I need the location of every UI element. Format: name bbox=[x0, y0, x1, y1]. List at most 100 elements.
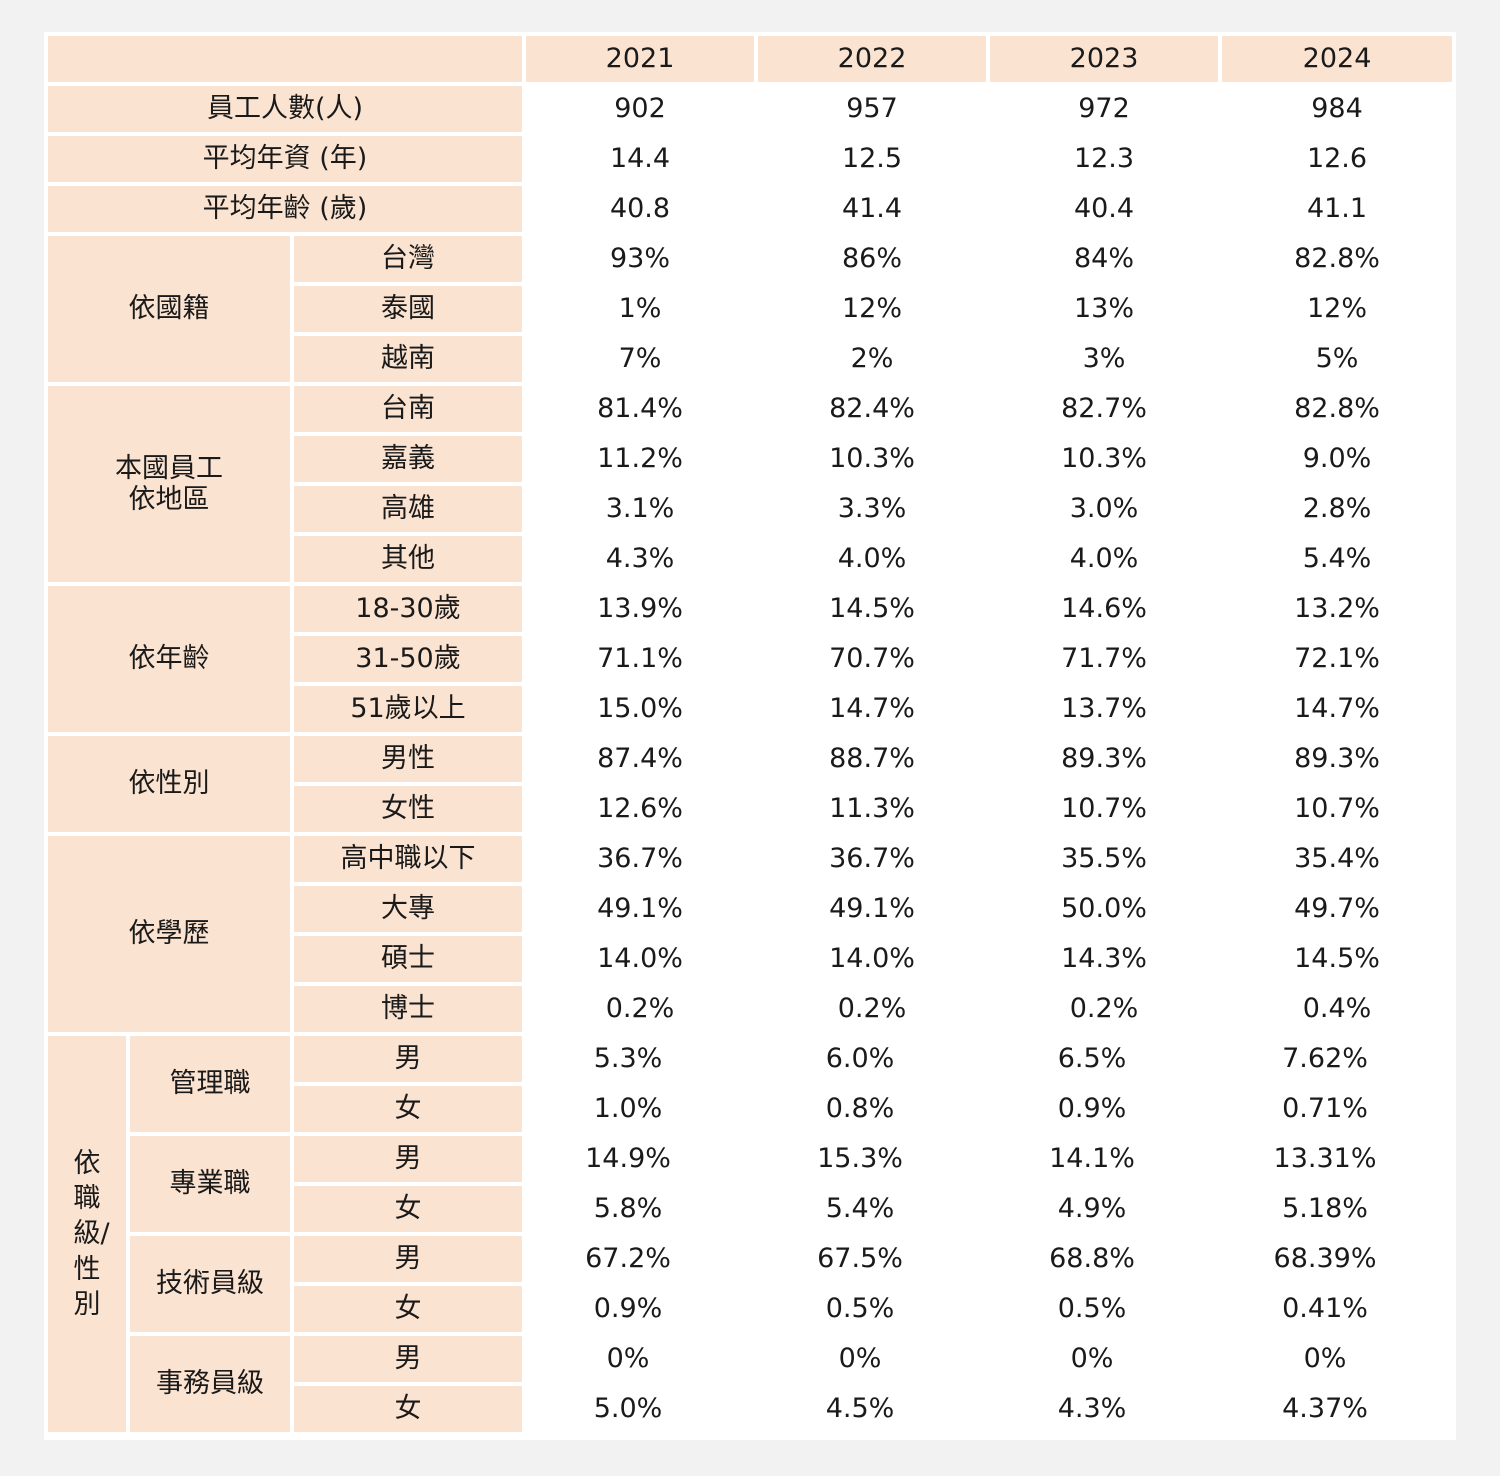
subgroup-label: 專業職 bbox=[130, 1136, 294, 1236]
group-row: 依年齡 18-30歲 13.9% 14.5% 14.6% 13.2% bbox=[48, 586, 1453, 736]
value-cell: 87.4% bbox=[526, 736, 759, 786]
row-label: 女 bbox=[294, 1186, 527, 1236]
value-cell: 88.7% bbox=[758, 736, 991, 786]
value-cell: 0.41% bbox=[1222, 1286, 1453, 1336]
row-label: 泰國 bbox=[294, 286, 527, 336]
job-level-row: 專業職男 14.9% 15.3% 14.1% 13.31% bbox=[48, 1136, 1453, 1236]
value-cell: 5.3% bbox=[526, 1036, 759, 1086]
value-cell: 0.8% bbox=[758, 1086, 991, 1136]
subgroup-label: 事務員級 bbox=[130, 1336, 294, 1436]
value-cell: 0.9% bbox=[526, 1286, 759, 1336]
value-cell: 13.7% bbox=[990, 686, 1223, 736]
value-cell: 13.9% bbox=[526, 586, 759, 636]
group-row: 31-50歲 71.1% 70.7% 71.7% 72.1% bbox=[48, 636, 1453, 686]
value-cell: 4.3% bbox=[526, 536, 759, 586]
row-label: 大專 bbox=[294, 886, 527, 936]
value-cell: 5.4% bbox=[758, 1186, 991, 1236]
value-cell: 9.0% bbox=[1222, 436, 1453, 486]
value-cell: 1.0% bbox=[526, 1086, 759, 1136]
value-cell: 12.6% bbox=[526, 786, 759, 836]
value-cell: 82.7% bbox=[990, 386, 1223, 436]
value-cell: 4.9% bbox=[990, 1186, 1223, 1236]
group-row: 越南 7% 2% 3% 5% bbox=[48, 336, 1453, 386]
value-cell: 89.3% bbox=[1222, 736, 1453, 786]
value-cell: 957 bbox=[758, 86, 991, 136]
section-label: 依職級/性別 bbox=[48, 1036, 130, 1436]
value-cell: 49.1% bbox=[526, 886, 759, 936]
group-label: 依年齡 bbox=[48, 586, 294, 736]
value-cell: 12.5 bbox=[758, 136, 991, 186]
job-level-row: 技術員級男 67.2% 67.5% 68.8% 68.39% bbox=[48, 1236, 1453, 1336]
job-level-row: 女 5.0% 4.5% 4.3% 4.37% bbox=[48, 1386, 1453, 1436]
value-cell: 49.7% bbox=[1222, 886, 1453, 936]
value-cell: 0.4% bbox=[1222, 986, 1453, 1036]
year-header: 2021 bbox=[526, 36, 759, 86]
group-row: 依國籍 台灣 93% 86% 84% 82.8% bbox=[48, 236, 1453, 386]
group-row: 博士 0.2% 0.2% 0.2% 0.4% bbox=[48, 986, 1453, 1036]
value-cell: 11.2% bbox=[526, 436, 759, 486]
row-label: 男 bbox=[294, 1236, 527, 1286]
group-row: 泰國 1% 12% 13% 12% bbox=[48, 286, 1453, 336]
value-cell: 70.7% bbox=[758, 636, 991, 686]
value-cell: 0.2% bbox=[990, 986, 1223, 1036]
value-cell: 12% bbox=[1222, 286, 1453, 336]
value-cell: 14.5% bbox=[1222, 936, 1453, 986]
row-label: 男 bbox=[294, 1036, 527, 1086]
value-cell: 14.0% bbox=[526, 936, 759, 986]
value-cell: 6.5% bbox=[990, 1036, 1223, 1086]
value-cell: 2.8% bbox=[1222, 486, 1453, 536]
table-container: 2021 2022 2023 2024 員工人數(人) 902 957 972 984 平… bbox=[44, 32, 1456, 1440]
value-cell: 82.8% bbox=[1222, 386, 1453, 436]
value-cell: 3.1% bbox=[526, 486, 759, 536]
value-cell: 82.8% bbox=[1222, 236, 1453, 286]
employee-statistics-table: 2021 2022 2023 2024 員工人數(人) 902 957 972 984 平… bbox=[48, 36, 1453, 1436]
section-label-text: 依職級/性別 bbox=[73, 1148, 110, 1320]
value-cell: 14.7% bbox=[758, 686, 991, 736]
row-label: 碩士 bbox=[294, 936, 527, 986]
row-label: 平均年齡 (歲) bbox=[48, 186, 527, 236]
value-cell: 68.8% bbox=[990, 1236, 1223, 1286]
value-cell: 0% bbox=[990, 1336, 1223, 1386]
value-cell: 4.37% bbox=[1222, 1386, 1453, 1436]
value-cell: 3% bbox=[990, 336, 1223, 386]
value-cell: 72.1% bbox=[1222, 636, 1453, 686]
value-cell: 5.0% bbox=[526, 1386, 759, 1436]
group-row: 女性 12.6% 11.3% 10.7% 10.7% bbox=[48, 786, 1453, 836]
year-header: 2023 bbox=[990, 36, 1223, 86]
job-level-row: 女 0.9% 0.5% 0.5% 0.41% bbox=[48, 1286, 1453, 1336]
value-cell: 50.0% bbox=[990, 886, 1223, 936]
group-row: 依學歷 高中職以下 36.7% 36.7% 35.5% 35.4% bbox=[48, 836, 1453, 1036]
value-cell: 14.9% bbox=[526, 1136, 759, 1186]
value-cell: 67.5% bbox=[758, 1236, 991, 1286]
group-label: 依性別 bbox=[48, 736, 294, 836]
row-label: 員工人數(人) bbox=[48, 86, 527, 136]
summary-row: 員工人數(人) 902 957 972 984 bbox=[48, 86, 1453, 136]
value-cell: 0.5% bbox=[990, 1286, 1223, 1336]
group-row: 其他 4.3% 4.0% 4.0% 5.4% bbox=[48, 536, 1453, 586]
value-cell: 5.18% bbox=[1222, 1186, 1453, 1236]
job-level-row: 女 1.0% 0.8% 0.9% 0.71% bbox=[48, 1086, 1453, 1136]
value-cell: 14.7% bbox=[1222, 686, 1453, 736]
value-cell: 4.5% bbox=[758, 1386, 991, 1436]
row-label: 18-30歲 bbox=[294, 586, 527, 636]
row-label: 男性 bbox=[294, 736, 527, 786]
value-cell: 82.4% bbox=[758, 386, 991, 436]
value-cell: 14.4 bbox=[526, 136, 759, 186]
value-cell: 0% bbox=[526, 1336, 759, 1386]
value-cell: 40.8 bbox=[526, 186, 759, 236]
group-row: 高雄 3.1% 3.3% 3.0% 2.8% bbox=[48, 486, 1453, 536]
value-cell: 14.3% bbox=[990, 936, 1223, 986]
row-label: 其他 bbox=[294, 536, 527, 586]
value-cell: 71.1% bbox=[526, 636, 759, 686]
header-row: 2021 2022 2023 2024 bbox=[48, 36, 1453, 86]
value-cell: 93% bbox=[526, 236, 759, 286]
row-label: 男 bbox=[294, 1336, 527, 1386]
value-cell: 12.6 bbox=[1222, 136, 1453, 186]
value-cell: 13.2% bbox=[1222, 586, 1453, 636]
value-cell: 13.31% bbox=[1222, 1136, 1453, 1186]
table-body: 2021 2022 2023 2024 員工人數(人) 902 957 972 984 平… bbox=[48, 36, 1453, 1436]
row-label: 女 bbox=[294, 1286, 527, 1336]
value-cell: 15.3% bbox=[758, 1136, 991, 1186]
group-row: 本國員工 依地區 台南 81.4% 82.4% 82.7% 82.8% bbox=[48, 386, 1453, 586]
row-label: 31-50歲 bbox=[294, 636, 527, 686]
